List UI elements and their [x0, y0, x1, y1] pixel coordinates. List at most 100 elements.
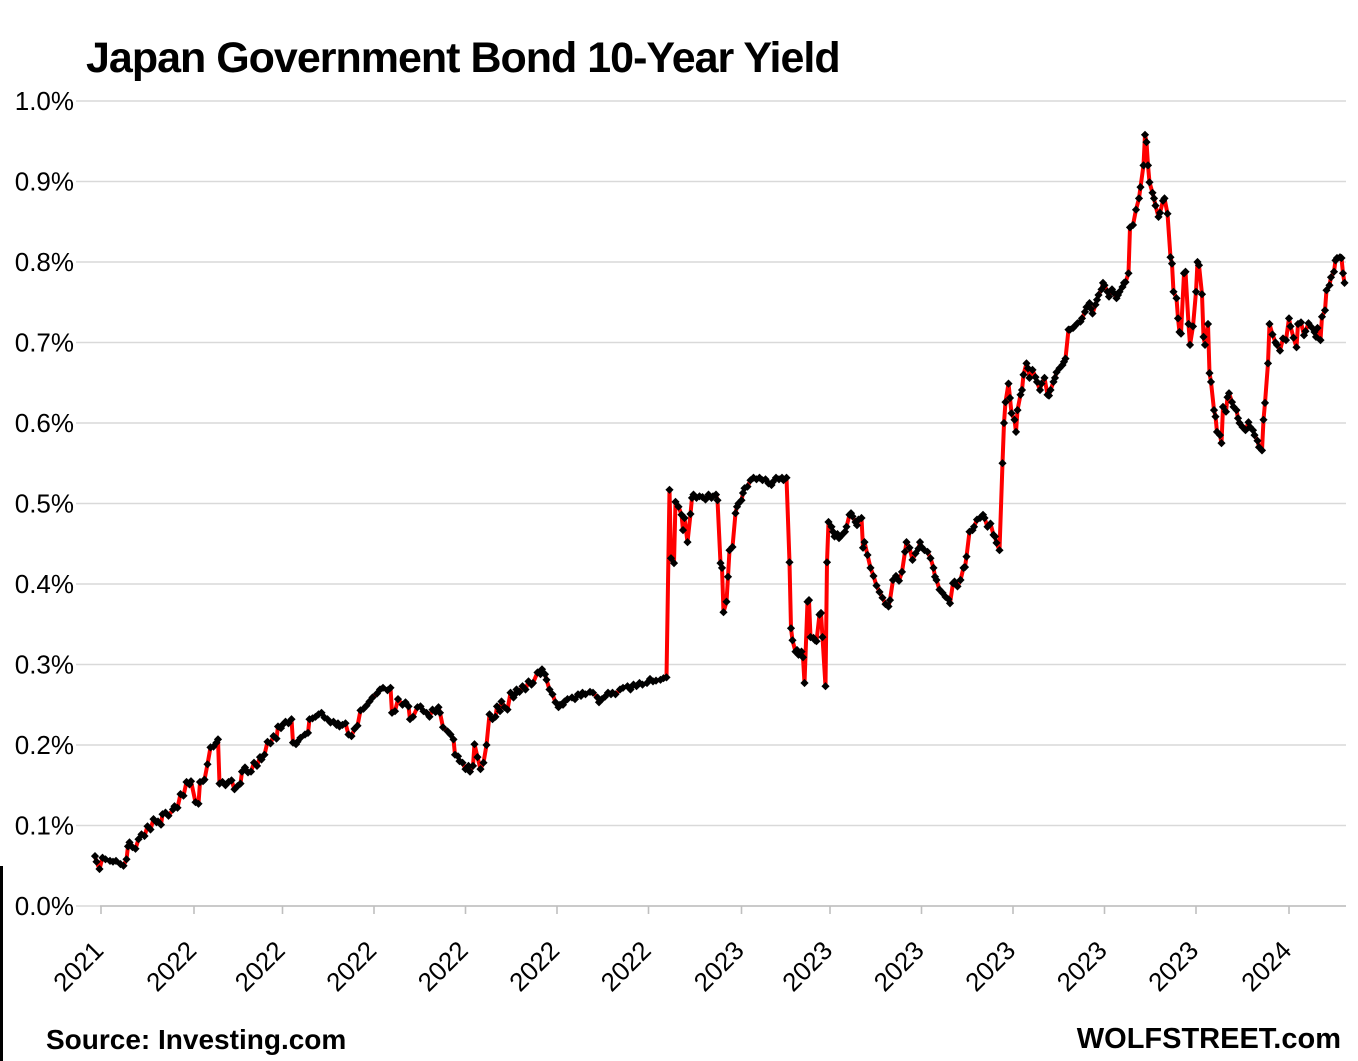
- data-point-marker: [528, 678, 538, 688]
- data-point-marker: [1007, 409, 1016, 418]
- data-point-marker: [990, 532, 1000, 541]
- data-point-marker: [588, 688, 598, 697]
- x-axis-tick-label: 2024: [1235, 935, 1297, 997]
- data-point-marker: [998, 459, 1007, 468]
- data-point-marker: [479, 758, 488, 767]
- data-point-marker: [200, 775, 209, 784]
- data-point-marker: [945, 599, 955, 608]
- x-axis-tick-label: 2023: [688, 935, 750, 997]
- data-point-marker: [542, 675, 551, 684]
- data-point-marker: [458, 758, 467, 767]
- data-point-marker: [926, 554, 935, 563]
- data-point-marker: [897, 567, 907, 577]
- data-point-marker: [669, 558, 679, 568]
- data-point-marker: [404, 702, 413, 711]
- x-axis-tick-label: 2023: [1142, 935, 1204, 997]
- data-point-marker: [468, 761, 478, 771]
- data-point-marker: [465, 767, 475, 776]
- data-point-marker: [521, 685, 530, 694]
- data-point-marker: [1206, 377, 1216, 387]
- data-point-marker: [923, 547, 932, 556]
- data-point-marker: [737, 496, 746, 505]
- data-point-marker: [908, 555, 917, 565]
- data-point-marker: [119, 861, 128, 870]
- data-point-marker: [731, 509, 740, 518]
- data-point-marker: [194, 799, 203, 808]
- data-point-marker: [92, 857, 101, 866]
- data-point-marker: [992, 538, 1001, 548]
- data-point-marker: [470, 740, 479, 749]
- data-point-marker: [728, 542, 737, 552]
- data-point-marker: [818, 632, 827, 642]
- data-point-marker: [260, 750, 269, 759]
- data-point-marker: [1005, 393, 1015, 403]
- data-point-marker: [252, 761, 262, 771]
- data-point-marker: [408, 712, 418, 721]
- data-point-marker: [722, 597, 731, 606]
- data-point-marker: [900, 547, 910, 556]
- data-point-marker: [435, 708, 445, 717]
- data-point-marker: [1004, 379, 1013, 388]
- data-point-marker: [953, 582, 962, 591]
- y-axis-tick-label: 1.0%: [15, 86, 74, 116]
- data-point-marker: [213, 735, 223, 744]
- data-point-marker: [723, 572, 733, 581]
- data-point-marker: [816, 608, 826, 618]
- data-point-marker: [960, 562, 970, 572]
- data-point-marker: [885, 595, 895, 605]
- data-point-marker: [425, 712, 434, 721]
- data-point-marker: [1013, 405, 1022, 415]
- data-point-marker: [1211, 412, 1220, 421]
- data-point-marker: [822, 558, 832, 567]
- source-note: Source: Investing.com: [46, 1024, 347, 1055]
- left-frame-edge: [0, 866, 3, 1061]
- data-point-marker: [95, 864, 104, 874]
- data-point-marker: [236, 779, 245, 788]
- data-point-marker: [782, 473, 791, 482]
- data-point-marker: [1167, 259, 1177, 268]
- data-point-marker: [287, 715, 296, 724]
- data-point-marker: [929, 563, 938, 573]
- data-point-marker: [858, 543, 868, 552]
- data-point-marker: [611, 690, 620, 699]
- data-point-marker: [1134, 194, 1144, 203]
- data-point-marker: [788, 636, 797, 645]
- data-point-marker: [1136, 182, 1145, 192]
- data-point-marker: [798, 653, 808, 662]
- data-point-marker: [495, 707, 505, 716]
- data-point-marker: [449, 735, 458, 744]
- data-point-marker: [464, 761, 473, 771]
- x-axis-tick-label: 2023: [959, 935, 1021, 997]
- data-point-marker: [497, 697, 506, 706]
- y-axis-tick-label: 0.2%: [15, 730, 74, 760]
- y-axis-tick-label: 0.1%: [15, 811, 74, 841]
- data-point-marker: [665, 485, 674, 494]
- data-point-marker: [902, 537, 911, 547]
- data-point-marker: [986, 519, 995, 528]
- data-point-marker: [674, 502, 683, 511]
- data-point-marker: [969, 522, 979, 531]
- data-point-marker: [1205, 368, 1214, 378]
- data-point-marker: [995, 546, 1004, 555]
- data-point-marker: [503, 705, 512, 714]
- data-point-marker: [1140, 130, 1150, 139]
- data-point-marker: [515, 687, 524, 697]
- x-axis-tick-label: 2022: [503, 935, 565, 997]
- x-axis-tick-label: 2022: [140, 935, 202, 997]
- data-point-marker: [1163, 209, 1172, 218]
- chart-title: Japan Government Bond 10-Year Yield: [86, 34, 841, 82]
- x-axis-tick-label: 2022: [595, 935, 657, 997]
- data-point-marker: [203, 760, 212, 769]
- data-point-marker: [786, 624, 796, 633]
- y-axis-tick-label: 0.8%: [15, 247, 74, 277]
- data-point-marker: [866, 563, 875, 573]
- y-axis-tick-label: 0.0%: [15, 891, 74, 921]
- data-point-marker: [131, 844, 140, 853]
- y-axis-tick-label: 0.6%: [15, 408, 74, 438]
- x-axis-tick-label: 2021: [47, 935, 109, 997]
- data-point-marker: [1338, 269, 1348, 278]
- data-point-marker: [848, 512, 857, 521]
- data-point-marker: [804, 595, 814, 605]
